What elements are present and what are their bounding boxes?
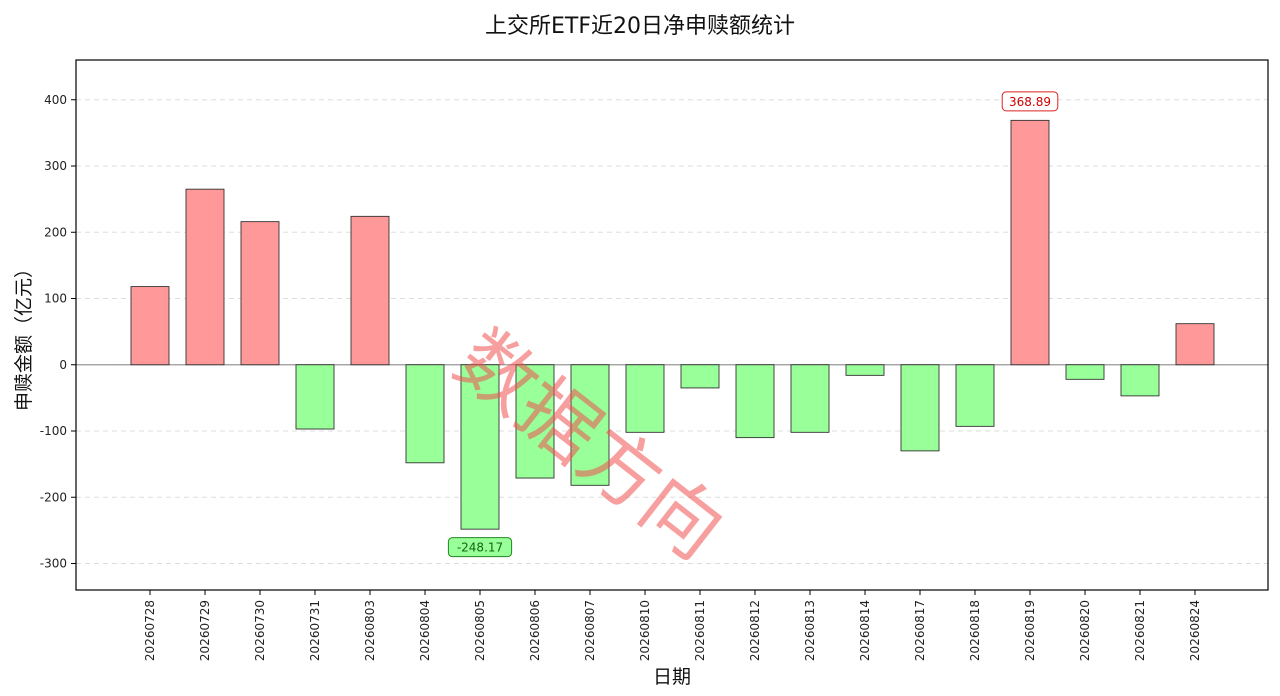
bar-20260811 <box>680 364 720 389</box>
chart-title: 上交所ETF近20日净申赎额统计 <box>485 14 795 39</box>
x-tick-label: 20260820 <box>1078 600 1092 661</box>
x-tick-label: 20260811 <box>693 600 707 661</box>
x-tick-label: 20260803 <box>363 600 377 661</box>
bar-20260814 <box>845 364 885 376</box>
bar-20260804 <box>405 364 445 464</box>
y-tick-label: 400 <box>44 93 67 107</box>
x-tick-label: 20260807 <box>583 600 597 661</box>
bar-20260821 <box>1120 364 1160 397</box>
y-tick-label: -100 <box>40 424 67 438</box>
x-tick-label: 20260730 <box>253 600 267 661</box>
bar-20260819 <box>1010 119 1050 366</box>
y-tick-label: 100 <box>44 292 67 306</box>
y-tick-label: -200 <box>40 490 67 504</box>
y-tick-label: 200 <box>44 225 67 239</box>
bar-20260805 <box>460 364 500 530</box>
annotation-max: 368.89 <box>1009 95 1051 109</box>
x-tick-label: 20260806 <box>528 600 542 661</box>
bar-20260729 <box>185 188 225 366</box>
bar-20260728 <box>130 286 170 366</box>
y-tick-label: -300 <box>40 557 67 571</box>
x-tick-label: 20260817 <box>913 600 927 661</box>
bar-20260806 <box>515 364 555 479</box>
annotation-box-max <box>1001 91 1059 112</box>
x-tick-label: 20260728 <box>143 600 157 661</box>
annotation-min: -248.17 <box>457 541 503 555</box>
x-tick-label: 20260731 <box>308 600 322 661</box>
x-tick-label: 20260818 <box>968 600 982 661</box>
y-tick-label: 300 <box>44 159 67 173</box>
bars-layer <box>130 119 1215 530</box>
bar-20260810 <box>625 364 665 433</box>
bar-20260731 <box>295 364 335 430</box>
plot-frame <box>75 59 1269 591</box>
x-tick-label: 20260814 <box>858 600 872 661</box>
bar-20260807 <box>570 364 610 486</box>
x-axis-label: 日期 <box>653 666 691 688</box>
x-tick-label: 20260813 <box>803 600 817 661</box>
bar-20260730 <box>240 221 280 366</box>
x-tick-label: 20260805 <box>473 600 487 661</box>
x-tick-label: 20260804 <box>418 600 432 661</box>
y-axis-ticks: -300 -200 -100 0 100 200 300 400 <box>40 93 76 571</box>
x-tick-label: 20260824 <box>1188 600 1202 661</box>
annotations-layer: 368.89 -248.17 <box>447 91 1059 558</box>
bar-20260818 <box>955 364 995 427</box>
x-axis-ticks: 20260728 20260729 20260730 20260731 20260803… <box>143 590 1202 661</box>
x-tick-label: 20260821 <box>1133 600 1147 661</box>
bar-20260817 <box>900 364 940 452</box>
x-tick-label: 20260729 <box>198 600 212 661</box>
x-tick-label: 20260812 <box>748 600 762 661</box>
x-tick-label: 20260810 <box>638 600 652 661</box>
bar-20260820 <box>1065 364 1105 380</box>
bar-20260824 <box>1175 323 1215 366</box>
y-axis-label: 申赎金额（亿元） <box>13 259 35 411</box>
bar-20260812 <box>735 364 775 439</box>
annotation-box-min <box>447 537 513 558</box>
bar-20260803 <box>350 215 390 366</box>
bar-20260813 <box>790 364 830 433</box>
y-tick-label: 0 <box>59 358 67 372</box>
x-tick-label: 20260819 <box>1023 600 1037 661</box>
